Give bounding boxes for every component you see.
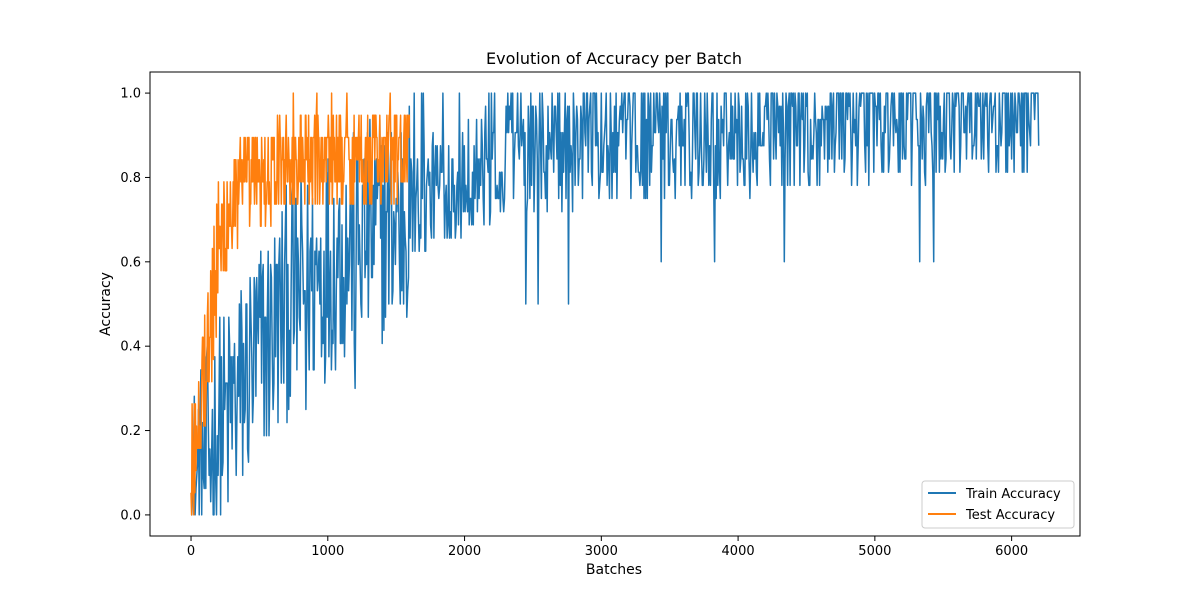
- test-accuracy-line: [190, 92, 411, 516]
- x-tick-label: 3000: [585, 544, 618, 559]
- y-tick-label: 0.6: [120, 255, 141, 270]
- y-axis-label: Accuracy: [98, 272, 114, 336]
- chart-title: Evolution of Accuracy per Batch: [486, 49, 742, 68]
- y-axis: 0.0 0.2 0.4 0.6 0.8 1.0: [120, 87, 150, 523]
- legend-test-label: Test Accuracy: [965, 508, 1055, 523]
- x-tick-label: 0: [187, 544, 195, 559]
- plot-area: [190, 92, 1040, 516]
- x-axis: 0 1000 2000 3000 4000 5000 6000: [187, 536, 1028, 559]
- y-tick-label: 0.2: [120, 424, 141, 439]
- legend-train-label: Train Accuracy: [965, 487, 1061, 502]
- x-tick-label: 6000: [995, 544, 1028, 559]
- legend: Train Accuracy Test Accuracy: [921, 480, 1075, 529]
- y-tick-label: 0.8: [120, 171, 141, 186]
- y-tick-label: 0.0: [120, 508, 141, 523]
- x-axis-label: Batches: [586, 562, 642, 578]
- x-tick-label: 2000: [448, 544, 481, 559]
- y-tick-label: 0.4: [120, 340, 141, 355]
- x-tick-label: 5000: [858, 544, 891, 559]
- y-tick-label: 1.0: [120, 87, 141, 102]
- train-accuracy-line: [191, 92, 1040, 516]
- x-tick-label: 1000: [311, 544, 344, 559]
- plot-frame: [149, 71, 1081, 537]
- x-tick-label: 4000: [722, 544, 755, 559]
- legend-box: [921, 480, 1075, 529]
